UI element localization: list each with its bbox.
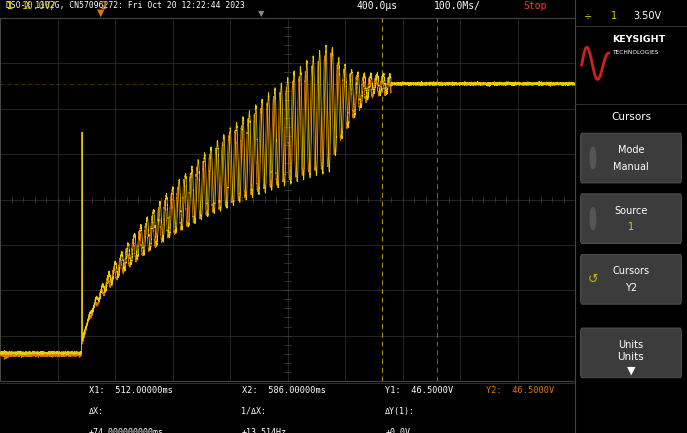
Text: DSO-X 1102G, CN57096272: Fri Oct 20 12:22:44 2023: DSO-X 1102G, CN57096272: Fri Oct 20 12:2… bbox=[5, 1, 245, 10]
Text: 1: 1 bbox=[611, 11, 617, 21]
Text: TECHNOLOGIES: TECHNOLOGIES bbox=[612, 50, 658, 55]
Text: 2: 2 bbox=[100, 1, 106, 11]
Text: Y1:  46.5000V: Y1: 46.5000V bbox=[385, 386, 453, 395]
Text: +13.514Hz: +13.514Hz bbox=[242, 428, 286, 433]
Text: Units: Units bbox=[618, 340, 644, 350]
Text: Y2: Y2 bbox=[625, 283, 637, 293]
Text: Stop: Stop bbox=[523, 1, 547, 11]
Text: Mode: Mode bbox=[618, 145, 644, 155]
Text: ΔY(1):: ΔY(1): bbox=[385, 407, 415, 416]
Text: 100.0Ms/: 100.0Ms/ bbox=[434, 1, 481, 11]
FancyBboxPatch shape bbox=[581, 133, 682, 183]
Text: Units: Units bbox=[618, 352, 644, 362]
Text: 1: 1 bbox=[5, 1, 12, 11]
FancyBboxPatch shape bbox=[581, 255, 682, 304]
Text: X2:  586.00000ms: X2: 586.00000ms bbox=[242, 386, 326, 395]
Text: 10.0V/: 10.0V/ bbox=[22, 1, 57, 11]
Text: ▼: ▼ bbox=[627, 365, 635, 375]
Text: +74.000000000ms: +74.000000000ms bbox=[89, 428, 164, 433]
Text: ▶: ▶ bbox=[4, 352, 10, 361]
Text: ▼: ▼ bbox=[97, 8, 104, 18]
Text: 400.0μs: 400.0μs bbox=[357, 1, 398, 11]
Circle shape bbox=[590, 208, 596, 229]
Text: 3.50V: 3.50V bbox=[633, 11, 662, 21]
Text: Cursors: Cursors bbox=[611, 112, 651, 122]
Text: X1:  512.00000ms: X1: 512.00000ms bbox=[89, 386, 173, 395]
Text: KEYSIGHT: KEYSIGHT bbox=[612, 35, 665, 44]
Text: ▶: ▶ bbox=[4, 349, 10, 357]
Text: ΔX:: ΔX: bbox=[89, 407, 104, 416]
Text: ÷: ÷ bbox=[584, 11, 592, 21]
Text: +0.0V: +0.0V bbox=[385, 428, 410, 433]
Text: Source: Source bbox=[614, 206, 648, 216]
Circle shape bbox=[590, 147, 596, 169]
Text: Cursors: Cursors bbox=[612, 266, 650, 277]
Text: Manual: Manual bbox=[613, 162, 649, 172]
Text: 1: 1 bbox=[628, 222, 634, 233]
FancyBboxPatch shape bbox=[581, 328, 682, 378]
Text: Y2:  46.5000V: Y2: 46.5000V bbox=[486, 386, 554, 395]
Text: ▼: ▼ bbox=[258, 9, 265, 18]
Text: 1/ΔX:: 1/ΔX: bbox=[242, 407, 267, 416]
FancyBboxPatch shape bbox=[581, 194, 682, 243]
Text: ↺: ↺ bbox=[587, 273, 598, 286]
